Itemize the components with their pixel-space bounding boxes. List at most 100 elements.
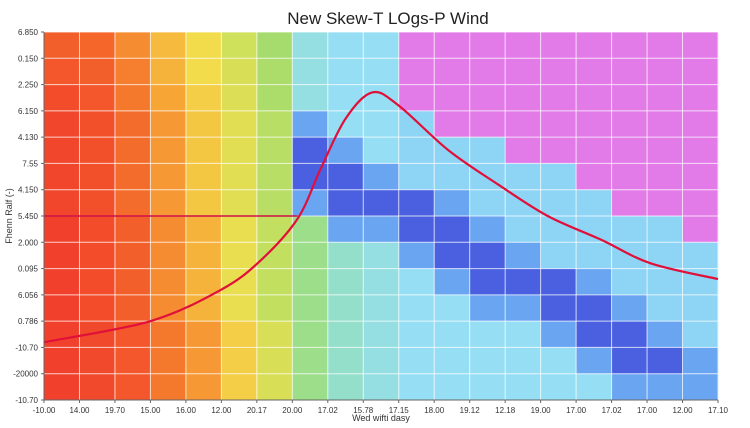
heatmap-cell: [185, 373, 222, 401]
heatmap-cell: [505, 268, 542, 296]
heatmap-cell: [221, 58, 258, 86]
heatmap-cell: [540, 163, 577, 191]
heatmap-cell: [221, 321, 258, 348]
heatmap-cell: [114, 347, 151, 375]
heatmap-cell: [540, 268, 577, 296]
heatmap-cell: [327, 189, 364, 217]
heatmap-cell: [79, 242, 116, 270]
heatmap-cell: [540, 189, 577, 217]
heatmap-cell: [576, 294, 613, 322]
heatmap-cell: [256, 294, 293, 322]
x-tick-label: 15.78: [353, 406, 374, 415]
heatmap-cell: [611, 163, 648, 191]
heatmap-cell: [611, 84, 648, 112]
x-tick-label: 12.00: [673, 406, 694, 415]
heatmap-cell: [540, 58, 577, 86]
y-tick-label: 2.000: [18, 238, 39, 247]
heatmap-cell: [505, 242, 542, 270]
heatmap-cell: [327, 84, 364, 112]
heatmap-cell: [363, 32, 400, 59]
heatmap-cell: [292, 32, 329, 59]
y-axis: 6.850 0.150 2.250 6.150 4.130 7.55 4.150 5.450 2…: [13, 28, 45, 405]
heatmap-cell: [540, 32, 577, 59]
heatmap-cell: [44, 32, 80, 59]
heatmap-cell: [505, 163, 542, 191]
heatmap-cell: [44, 189, 80, 217]
heatmap-cell: [576, 268, 613, 296]
heatmap-cell: [505, 216, 542, 243]
heatmap-cell: [221, 189, 258, 217]
curve-line: [43, 90, 719, 344]
heatmap-cell: [505, 373, 542, 401]
heatmap-cell: [540, 294, 577, 322]
y-tick-label: 0.786: [18, 317, 39, 326]
heatmap-cell: [505, 294, 542, 322]
heatmap-cell: [292, 216, 329, 243]
heatmap-cell: [469, 84, 506, 112]
heatmap-cell: [540, 216, 577, 243]
heatmap-cell: [611, 110, 648, 138]
heatmap-cell: [576, 110, 613, 138]
heatmap-cell: [292, 321, 329, 348]
heatmap-cell: [44, 321, 80, 348]
heatmap-cell: [647, 110, 684, 138]
heatmap-cell: [185, 32, 222, 59]
heatmap-cell: [363, 216, 400, 243]
heatmap-cell: [398, 58, 435, 86]
heatmap-cell: [44, 84, 80, 112]
heatmap-cell: [505, 32, 542, 59]
heatmap-cell: [79, 163, 116, 191]
heatmap-cell: [44, 163, 80, 191]
heatmap-cell: [327, 216, 364, 243]
heatmap-cell: [292, 84, 329, 112]
heatmap-cell: [292, 58, 329, 86]
heatmap-cell: [647, 32, 684, 59]
heatmap-cell: [292, 242, 329, 270]
heatmap-cell: [682, 242, 719, 270]
heatmap-cell: [398, 189, 435, 217]
heatmap-cell: [540, 321, 577, 348]
heatmap-cell: [327, 110, 364, 138]
heatmap-cell: [150, 84, 187, 112]
heatmap-cell: [185, 163, 222, 191]
heatmap-cell: [114, 268, 151, 296]
heatmap-cell: [292, 163, 329, 191]
heatmap-cell: [647, 137, 684, 164]
heatmap-cell: [292, 110, 329, 138]
heatmap-cell: [256, 268, 293, 296]
series-lines: [43, 90, 719, 344]
heatmap-cell: [682, 137, 719, 164]
heatmap-cell: [292, 294, 329, 322]
heatmap-cell: [79, 137, 116, 164]
heatmap-cell: [505, 321, 542, 348]
heatmap-cell: [505, 347, 542, 375]
heatmap-cell: [221, 347, 258, 375]
heatmap-cell: [434, 32, 471, 59]
heatmap-cell: [434, 163, 471, 191]
heatmap-cell: [682, 347, 719, 375]
heatmap-cell: [185, 58, 222, 86]
heatmap-cell: [576, 137, 613, 164]
heatmap-cell: [114, 163, 151, 191]
heatmap-cell: [398, 268, 435, 296]
y-tick-label: -20000: [13, 370, 38, 379]
x-tick-label: 17.00: [566, 406, 587, 415]
heatmap-cell: [185, 216, 222, 243]
heatmap-cell: [327, 294, 364, 322]
y-axis-label: Fhenn Ralf (-): [4, 188, 14, 244]
heatmap-cell: [434, 242, 471, 270]
heatmap-cell: [327, 32, 364, 59]
heatmap-cell: [327, 163, 364, 191]
heatmap-cell: [611, 58, 648, 86]
heatmap-cell: [469, 216, 506, 243]
heatmap-cell: [79, 110, 116, 138]
heatmap-cell: [505, 110, 542, 138]
heatmap-cell: [398, 373, 435, 401]
heatmap-cell: [682, 294, 719, 322]
heatmap-cell: [185, 84, 222, 112]
heatmap-cell: [363, 163, 400, 191]
heatmap-cell: [185, 189, 222, 217]
heatmap-cell: [221, 163, 258, 191]
heatmap-cell: [647, 163, 684, 191]
grid: [43, 31, 719, 401]
